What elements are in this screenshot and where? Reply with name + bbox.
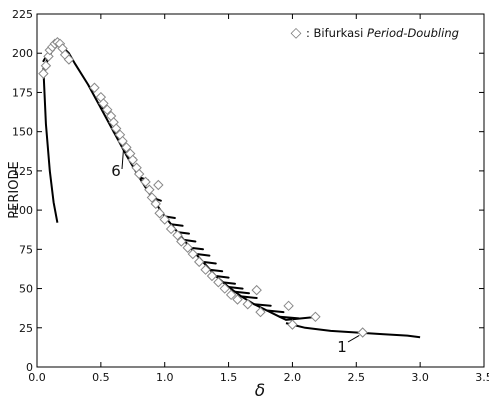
curve-line <box>285 322 421 339</box>
x-tick-label: 2.0 <box>284 371 302 384</box>
legend-marker-icon: ◇ <box>291 25 302 41</box>
x-tick-label: 3.0 <box>411 371 429 384</box>
y-tick-label: 125 <box>12 165 33 178</box>
legend-label: : Bifurkasi Period-Doubling <box>306 26 459 40</box>
bifurcation-marker <box>200 264 211 275</box>
y-tick-label: 0 <box>26 361 33 374</box>
y-tick-label: 100 <box>12 204 33 217</box>
bifurcation-marker <box>182 242 193 253</box>
bifurcation-marker <box>251 284 262 296</box>
bifurcation-marker <box>225 289 237 301</box>
annotation-pointer <box>121 150 124 170</box>
bifurcation-marker <box>159 214 170 225</box>
bifurcation-markers <box>38 37 368 338</box>
bifurcation-marker <box>165 223 177 235</box>
bifurcation-marker <box>110 123 122 134</box>
branch-line <box>195 253 211 257</box>
annotation-pointer <box>347 335 360 343</box>
bifurcation-marker <box>40 60 52 71</box>
y-tick-label: 200 <box>12 47 33 60</box>
bifurcation-marker <box>310 311 321 323</box>
bifurcation-marker <box>357 327 368 338</box>
y-tick-label: 225 <box>12 8 33 21</box>
curve-line <box>42 68 59 223</box>
bifurcation-marker <box>242 299 253 310</box>
bifurcation-marker <box>98 98 109 109</box>
branch-line <box>227 286 244 290</box>
y-tick-label: 150 <box>12 126 33 139</box>
x-tick-label: 1.5 <box>220 371 238 384</box>
annotation-label: 6 <box>111 162 121 180</box>
branch-line <box>214 275 230 279</box>
legend: ◇ : Bifurkasi Period-Doubling <box>291 25 459 41</box>
branch-line <box>253 303 272 307</box>
branch-line <box>234 290 250 295</box>
bifurcation-marker <box>144 184 155 195</box>
x-tick-label: 3.5 <box>475 371 489 384</box>
bifurcation-marker <box>255 306 266 318</box>
bifurcation-marker <box>140 176 151 188</box>
branch-line <box>182 238 197 243</box>
branch-line <box>265 309 285 314</box>
bifurcation-marker <box>172 230 183 241</box>
x-tick-label: 1.0 <box>156 371 174 384</box>
bifurcation-marker <box>193 256 205 268</box>
branch-line <box>208 268 224 273</box>
y-tick-label: 175 <box>12 86 33 99</box>
y-tick-label: 75 <box>19 243 33 256</box>
x-tick-label: 0.5 <box>92 371 110 384</box>
bifurcation-marker <box>150 198 161 210</box>
bifurcation-marker <box>153 179 164 191</box>
y-tick-label: 25 <box>19 322 33 335</box>
y-axis-title: PERIODE <box>7 161 22 218</box>
x-axis-title: δ <box>255 381 265 401</box>
x-tick-label: 2.5 <box>348 371 366 384</box>
bifurcation-marker <box>146 192 158 203</box>
bifurcation-marker <box>38 68 49 79</box>
bifurcation-marker <box>287 319 298 330</box>
bifurcation-marker <box>117 135 128 147</box>
bifurcation-marker <box>283 300 294 312</box>
legend-label-prefix: : Bifurkasi <box>306 26 367 40</box>
bifurcation-marker <box>213 277 224 288</box>
legend-label-italic: Period-Doubling <box>367 26 459 40</box>
annotations: 61 <box>111 150 360 356</box>
bifurcation-marker <box>154 208 165 219</box>
bifurcation-marker <box>232 294 243 305</box>
annotation-label: 1 <box>337 338 347 356</box>
bifurcation-marker <box>43 51 54 62</box>
branch-line <box>202 260 217 265</box>
bifurcation-marker <box>127 154 138 166</box>
bifurcation-marker <box>187 248 199 260</box>
y-tick-label: 50 <box>19 283 33 296</box>
bifurcation-marker <box>63 54 75 65</box>
bifurcation-marker <box>219 283 230 294</box>
y-axis: 0 25 50 75 100 125 150 175 200 225 <box>12 8 484 374</box>
bifurcation-marker <box>89 82 100 93</box>
bifurcation-marker <box>133 168 145 180</box>
branch-line <box>240 295 258 299</box>
bifurcation-marker <box>121 142 132 153</box>
branch-line <box>170 223 184 227</box>
bifurcation-marker <box>176 236 187 247</box>
bifurcation-marker <box>102 104 113 115</box>
x-axis: 0.0 0.5 1.0 1.5 2.0 2.5 3.0 3.5 <box>28 14 489 384</box>
branch-line <box>221 281 236 285</box>
bifurcation-marker <box>206 270 218 282</box>
x-tick-label: 0.0 <box>28 371 46 384</box>
